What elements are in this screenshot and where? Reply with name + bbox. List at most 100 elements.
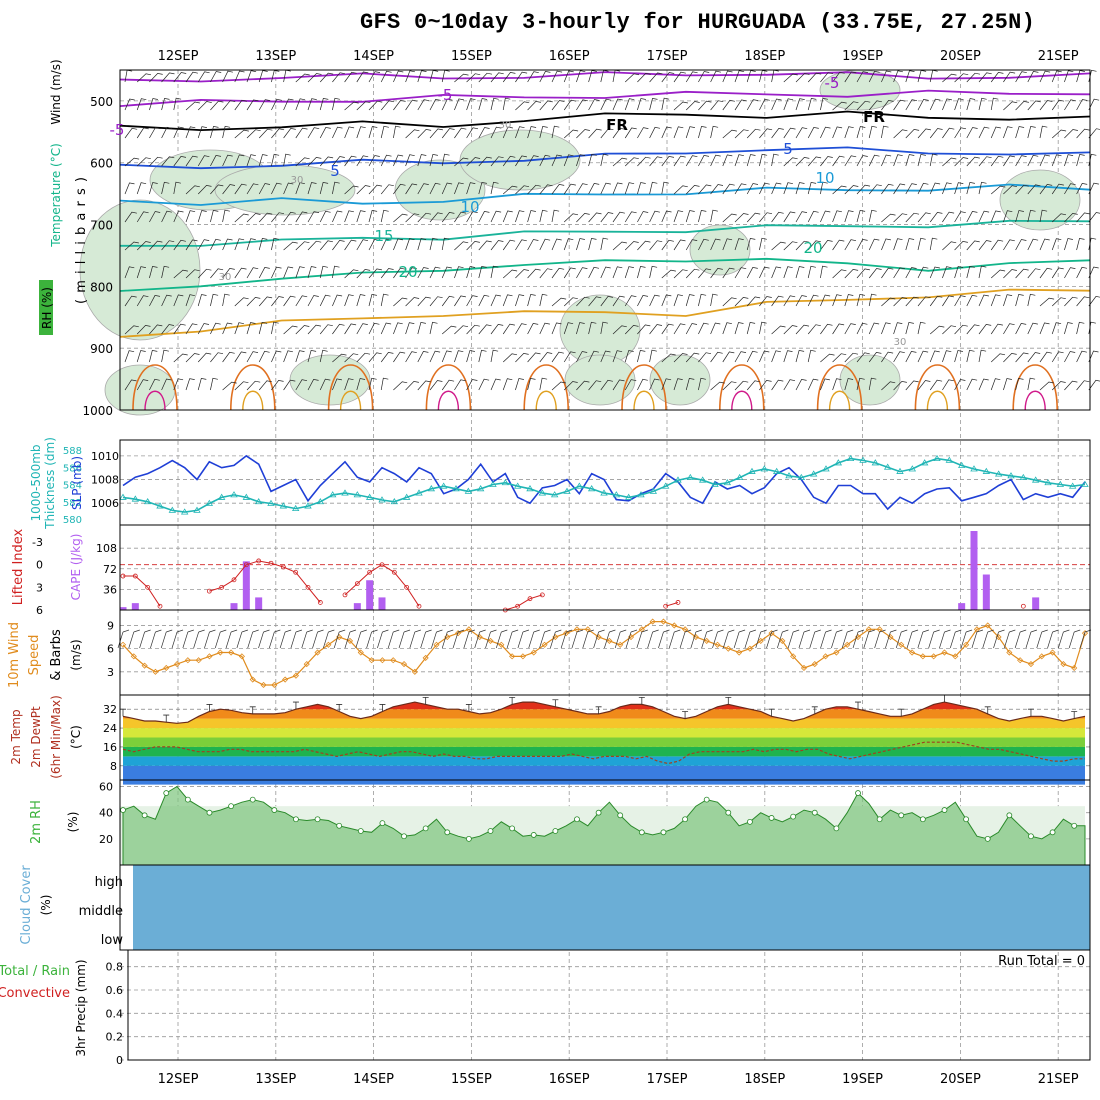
wind-barb — [161, 156, 175, 167]
wind-speed-marker — [671, 622, 678, 629]
wind-barb — [795, 240, 810, 251]
wind-barb — [1003, 294, 1013, 307]
isotherm-loop — [132, 364, 178, 411]
wind-barb — [990, 323, 1003, 335]
thickness-marker — [834, 459, 843, 466]
wind-barb — [649, 294, 660, 307]
wind-barb — [271, 296, 284, 307]
isotherm-loop — [144, 390, 166, 411]
wind-barb — [368, 100, 383, 111]
wind-barb — [478, 349, 487, 363]
wind-speed-marker — [228, 649, 235, 656]
thickness-marker — [513, 482, 522, 489]
wind-barb — [210, 184, 224, 195]
wind-barb — [905, 238, 915, 251]
wind-barb-10m — [528, 629, 540, 649]
wind-barb — [515, 126, 525, 139]
wind-barb — [698, 209, 707, 223]
thickness-marker — [612, 491, 621, 498]
wind-barb — [734, 70, 745, 83]
rh2m-point — [1006, 812, 1013, 819]
wind-barb — [173, 126, 184, 139]
lifted-index-point — [145, 584, 151, 590]
wind-barb — [332, 294, 343, 307]
wind-barb — [563, 183, 576, 195]
day-label-top: 21SEP — [1038, 49, 1079, 64]
cape-axis-label: CAPE (J/kg) — [69, 534, 83, 601]
thickness-marker — [698, 476, 707, 483]
wind-barb — [966, 211, 978, 223]
wind-barb — [734, 129, 749, 139]
wind-barb — [954, 324, 968, 335]
lifted-index-point — [663, 603, 669, 609]
wind-barb — [600, 182, 611, 195]
wind-barb — [551, 70, 563, 83]
wind-barb — [222, 154, 233, 167]
wind-barb — [1015, 352, 1029, 363]
wind-barb — [722, 99, 735, 111]
wind-barb — [844, 323, 856, 335]
wind-barb — [807, 324, 821, 335]
wind-barb — [258, 154, 268, 167]
wind-barb — [685, 101, 700, 111]
cape-tick-label: 72 — [103, 563, 117, 576]
wind-barb-10m — [474, 629, 486, 649]
wind-speed-marker — [1049, 649, 1056, 656]
wind-barb — [1051, 183, 1064, 195]
wind-barb — [551, 267, 565, 279]
wind-barb — [124, 295, 137, 307]
wind-speed-marker — [725, 645, 732, 652]
wind-barb — [563, 297, 578, 307]
wind-barb — [405, 322, 415, 335]
wind-barb — [661, 210, 672, 223]
wind-barb — [637, 349, 646, 363]
cape-bar — [378, 597, 386, 610]
wind-barb — [368, 377, 377, 391]
temp-max-whisker — [1027, 708, 1034, 717]
wind-speed-marker — [930, 653, 937, 660]
rh2m-point — [293, 816, 299, 823]
wind-speed-marker — [530, 649, 537, 656]
wind-barb — [222, 293, 230, 307]
rh2m-point — [249, 796, 256, 803]
wind-barb — [600, 321, 608, 335]
wind-barb — [466, 73, 481, 83]
wind-barb — [759, 212, 773, 223]
pressure-tick-label: 500 — [90, 95, 113, 109]
wind-barb — [893, 183, 906, 195]
wind-barb — [783, 350, 793, 363]
wind-barb — [795, 349, 805, 363]
day-label-bottom: 20SEP — [940, 1072, 981, 1087]
contour-label: 20 — [803, 239, 822, 257]
thickness-marker — [748, 467, 756, 474]
thickness-marker — [242, 493, 251, 500]
thickness-marker — [908, 465, 917, 472]
wind-barb — [161, 126, 173, 139]
isotherm-loop — [621, 364, 667, 411]
wind-barb — [527, 323, 539, 335]
wind-barb — [990, 97, 999, 111]
wind-barb — [295, 98, 306, 111]
wind-speed-marker — [509, 653, 516, 660]
wind-barb — [1076, 266, 1088, 279]
data-layer — [39, 69, 1100, 950]
wind-barb — [393, 100, 406, 111]
cape-bar — [255, 597, 263, 610]
wind-barb — [539, 209, 548, 223]
wind-barb — [124, 266, 135, 279]
wind-barb — [295, 266, 305, 279]
temp-max-whisker — [292, 701, 299, 710]
wind-barb — [588, 183, 600, 195]
rh2m-point — [314, 816, 321, 823]
wind-barb — [624, 350, 634, 363]
wind-barb — [820, 210, 831, 223]
cape-bar — [366, 580, 374, 610]
lifted-index-segment — [517, 598, 531, 607]
wind-barb — [685, 377, 695, 391]
wind-barb — [478, 265, 487, 279]
wind-speed-marker — [790, 653, 797, 660]
wind-barb — [624, 211, 637, 223]
wind-barb — [405, 267, 418, 279]
wind-barb — [234, 297, 249, 307]
wind-barb — [441, 379, 455, 391]
